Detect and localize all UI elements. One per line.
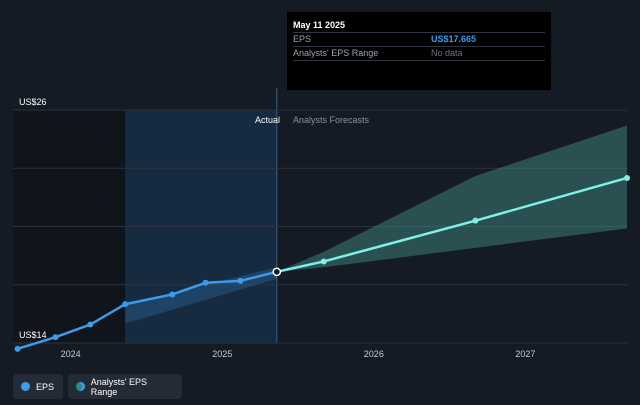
eps-forecast-line <box>275 176 629 274</box>
forecast-point <box>624 174 630 181</box>
hover-point <box>272 267 282 277</box>
y-tick-label: US$14 <box>19 330 47 340</box>
tooltip-eps-label: EPS <box>293 34 312 44</box>
x-tick-label: 2027 <box>515 349 535 359</box>
legend-eps-label: EPS <box>36 381 55 392</box>
y-tick-label: US$26 <box>19 97 47 107</box>
eps-actual-line <box>16 270 279 351</box>
eps-point <box>237 277 244 284</box>
tooltip-range-value: No data <box>431 48 463 58</box>
range-legend-dot-icon <box>76 382 85 391</box>
eps-point <box>14 345 21 352</box>
legend-range-label: Analysts' EPS Range <box>90 376 148 397</box>
tooltip-range-row: Analysts' EPS Range No data <box>293 46 545 61</box>
tooltip-eps-row: EPS US$17.665 <box>293 32 545 46</box>
tooltip-eps-value: US$17.665 <box>431 34 477 44</box>
eps-point <box>202 279 209 286</box>
forecast-point <box>472 217 479 224</box>
x-tick-label: 2025 <box>212 349 232 359</box>
eps-point <box>169 291 176 298</box>
hover-tooltip: May 11 2025 EPS US$17.665 Analysts' EPS … <box>287 12 551 90</box>
forecast-region-label: Analysts Forecasts <box>293 115 370 125</box>
eps-point <box>52 334 59 341</box>
eps-point <box>122 301 129 308</box>
x-tick-label: 2024 <box>61 349 81 359</box>
eps-point <box>87 321 94 328</box>
forecast-point <box>320 258 327 265</box>
tooltip-date: May 11 2025 <box>293 20 346 30</box>
forecast-eps-range-band <box>276 125 627 272</box>
legend-range-button[interactable]: Analysts' EPS Range <box>68 374 182 399</box>
legend-eps-button[interactable]: EPS <box>13 374 63 399</box>
eps-legend-dot-icon <box>21 382 30 391</box>
x-tick-label: 2026 <box>364 349 384 359</box>
tooltip-range-label: Analysts' EPS Range <box>293 48 379 58</box>
actual-region-label: Actual <box>255 115 280 125</box>
